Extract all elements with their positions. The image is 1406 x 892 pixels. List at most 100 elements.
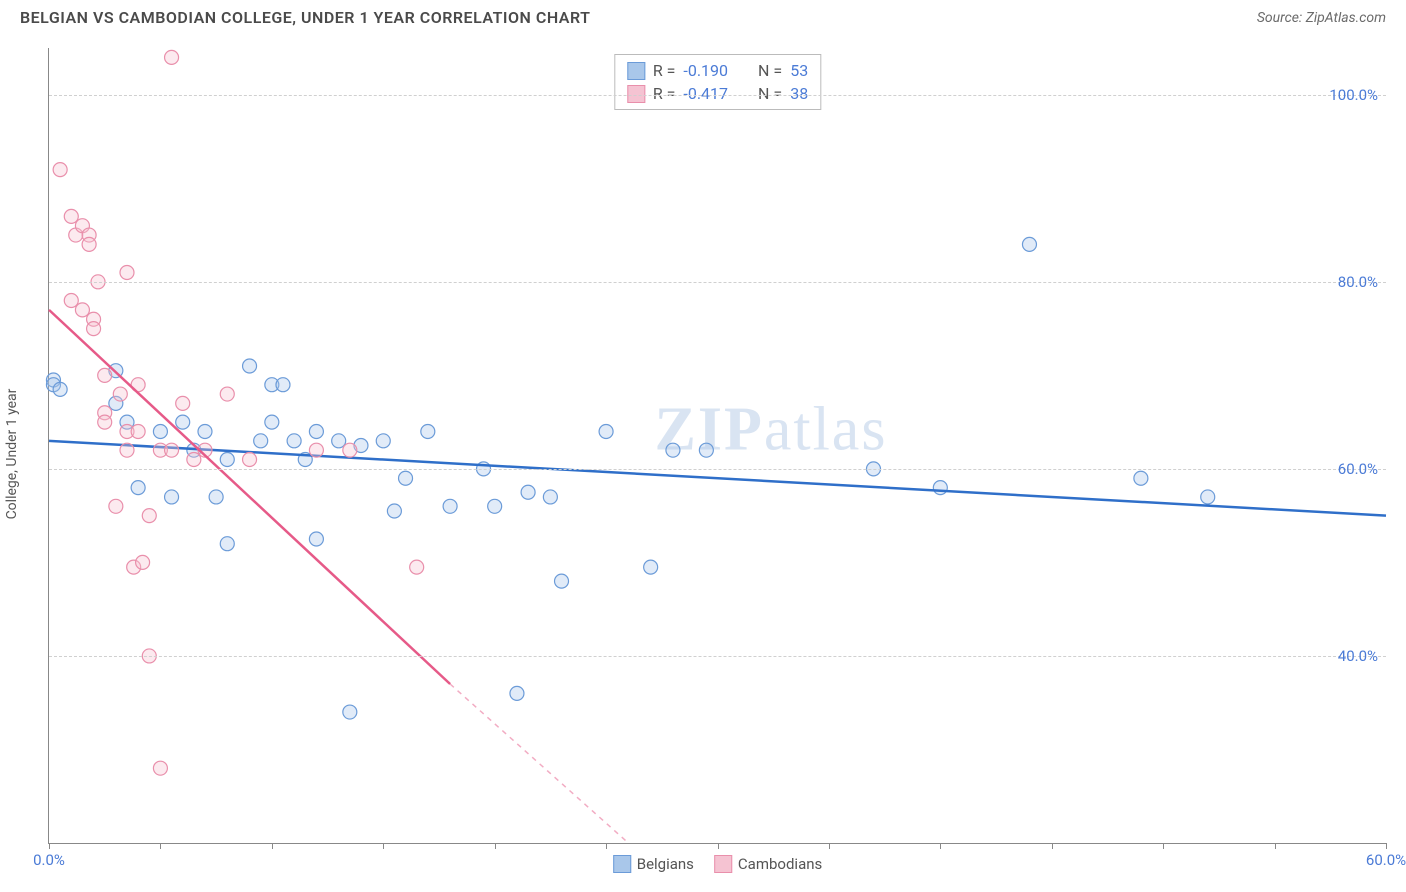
data-point [243, 359, 257, 373]
y-axis-label: College, Under 1 year [4, 389, 20, 520]
y-tick-label: 80.0% [1338, 273, 1378, 291]
series-legend-item: Cambodians [714, 855, 822, 873]
correlation-legend: R =-0.190N =53R =-0.417N =38 [614, 54, 821, 110]
data-point [343, 705, 357, 719]
y-tick-label: 100.0% [1329, 86, 1378, 104]
data-point [243, 453, 257, 467]
x-tick [718, 843, 719, 849]
data-point [1201, 490, 1215, 504]
data-point [64, 294, 78, 308]
chart-title: BELGIAN VS CAMBODIAN COLLEGE, UNDER 1 YE… [20, 8, 590, 27]
data-point [176, 415, 190, 429]
data-point [376, 434, 390, 448]
x-tick [606, 843, 607, 849]
y-tick-label: 60.0% [1338, 460, 1378, 478]
data-point [153, 761, 167, 775]
gridline [49, 469, 1386, 470]
data-point [109, 499, 123, 513]
x-tick [1386, 843, 1387, 849]
legend-r-label: R = [653, 61, 676, 80]
data-point [699, 443, 713, 457]
x-tick [1163, 843, 1164, 849]
data-point [142, 509, 156, 523]
data-point [131, 481, 145, 495]
data-point [254, 434, 268, 448]
data-point [165, 443, 179, 457]
data-point [1134, 471, 1148, 485]
data-point [644, 560, 658, 574]
x-tick [1275, 843, 1276, 849]
gridline [49, 656, 1386, 657]
data-point [75, 303, 89, 317]
data-point [176, 396, 190, 410]
legend-n-value: 53 [790, 61, 808, 80]
legend-swatch [627, 85, 645, 103]
data-point [120, 265, 134, 279]
data-point [555, 574, 569, 588]
scatter-plot-svg [49, 48, 1386, 843]
trend-line-extrapolated [450, 684, 628, 843]
legend-n-value: 38 [790, 84, 808, 103]
data-point [165, 490, 179, 504]
data-point [521, 485, 535, 499]
series-legend-label: Belgians [637, 855, 694, 873]
data-point [220, 387, 234, 401]
legend-n-label: N = [758, 84, 782, 103]
x-tick [829, 843, 830, 849]
legend-swatch [714, 855, 732, 873]
chart-header: BELGIAN VS CAMBODIAN COLLEGE, UNDER 1 YE… [0, 0, 1406, 31]
data-point [343, 443, 357, 457]
data-point [287, 434, 301, 448]
data-point [198, 424, 212, 438]
legend-swatch [627, 62, 645, 80]
x-tick-label: 60.0% [1366, 851, 1406, 869]
data-point [53, 382, 67, 396]
data-point [87, 322, 101, 336]
legend-r-value: -0.190 [683, 61, 728, 80]
legend-r-label: R = [653, 84, 676, 103]
data-point [399, 471, 413, 485]
chart-source: Source: ZipAtlas.com [1257, 10, 1386, 26]
data-point [220, 537, 234, 551]
series-legend-item: Belgians [613, 855, 694, 873]
data-point [309, 424, 323, 438]
legend-n-label: N = [758, 61, 782, 80]
x-tick-label: 0.0% [33, 851, 65, 869]
data-point [113, 387, 127, 401]
correlation-legend-row: R = -0.190 N = 53 [627, 59, 808, 82]
data-point [209, 490, 223, 504]
data-point [82, 237, 96, 251]
data-point [510, 686, 524, 700]
data-point [98, 368, 112, 382]
data-point [421, 424, 435, 438]
data-point [387, 504, 401, 518]
series-legend-label: Cambodians [738, 855, 822, 873]
x-tick [940, 843, 941, 849]
data-point [265, 415, 279, 429]
data-point [488, 499, 502, 513]
data-point [1022, 237, 1036, 251]
legend-swatch [613, 855, 631, 873]
data-point [309, 532, 323, 546]
data-point [276, 378, 290, 392]
x-tick [160, 843, 161, 849]
data-point [443, 499, 457, 513]
x-tick [49, 843, 50, 849]
data-point [666, 443, 680, 457]
data-point [410, 560, 424, 574]
x-tick [495, 843, 496, 849]
data-point [165, 50, 179, 64]
x-tick [1052, 843, 1053, 849]
x-tick [272, 843, 273, 849]
correlation-legend-row: R =-0.417N =38 [627, 82, 808, 105]
data-point [309, 443, 323, 457]
data-point [136, 555, 150, 569]
data-point [599, 424, 613, 438]
data-point [933, 481, 947, 495]
x-tick [383, 843, 384, 849]
data-point [543, 490, 557, 504]
data-point [53, 163, 67, 177]
chart-plot-area: ZIPatlas R =-0.190N =53R =-0.417N =38 Be… [48, 48, 1386, 844]
data-point [153, 424, 167, 438]
y-tick-label: 40.0% [1338, 647, 1378, 665]
